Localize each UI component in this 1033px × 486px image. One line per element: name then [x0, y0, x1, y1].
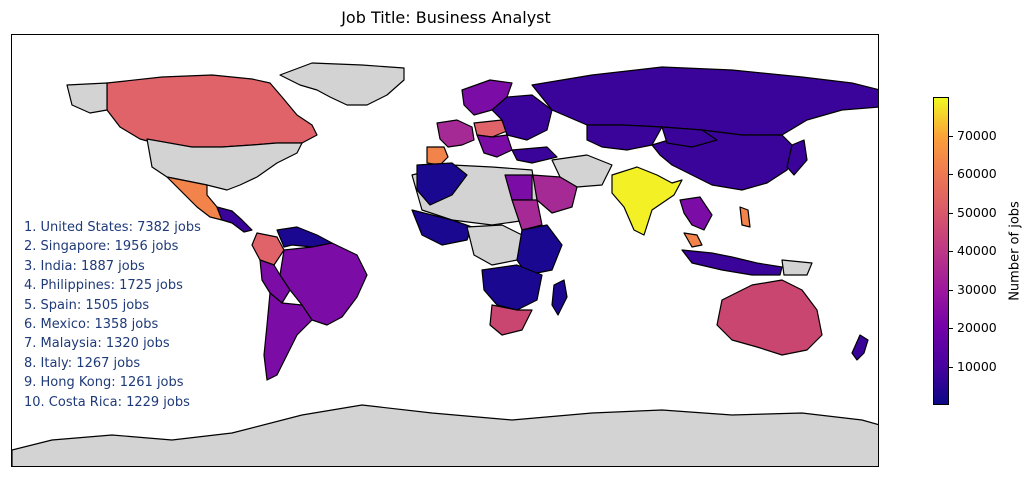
- list-item: 10. Costa Rica: 1229 jobs: [24, 394, 190, 410]
- colorbar-tick-label: 50000: [957, 204, 997, 220]
- list-item: 1. United States: 7382 jobs: [24, 220, 201, 235]
- malaysia: [683, 232, 703, 248]
- world-map: [11, 34, 879, 467]
- list-item: 2. Singapore: 1956 jobs: [24, 239, 179, 255]
- list-item: 3. India: 1887 jobs: [24, 258, 145, 274]
- colorbar: [933, 97, 949, 405]
- colorbar-tick-mark: [949, 328, 953, 329]
- colorbar-tick-mark: [949, 135, 953, 137]
- colorbar-tick-mark: [949, 174, 953, 175]
- colombia: [251, 232, 285, 266]
- southern-africa: [481, 264, 543, 311]
- papua: [781, 259, 813, 276]
- new-zealand: [851, 334, 869, 361]
- morocco-algeria: [416, 162, 468, 206]
- antarctica: [12, 404, 878, 466]
- colorbar-tick-mark: [949, 289, 953, 291]
- list-item: 9. Hong Kong: 1261 jobs: [24, 375, 184, 391]
- turkey: [511, 146, 558, 164]
- chart-title: Job Title: Business Analyst: [341, 8, 551, 27]
- list-item: 4. Philippines: 1725 jobs: [24, 278, 183, 294]
- colorbar-label: Number of jobs: [1007, 201, 1023, 301]
- united-states: [146, 138, 303, 191]
- kazakhstan: [586, 124, 663, 151]
- central-europe: [473, 119, 508, 138]
- italy-balkans: [476, 134, 513, 158]
- list-item: 6. Mexico: 1358 jobs: [24, 316, 159, 332]
- list-item: 5. Spain: 1505 jobs: [24, 297, 150, 313]
- eastern-europe: [491, 94, 553, 141]
- colorbar-tick-label: 10000: [957, 358, 997, 374]
- spain: [426, 146, 449, 166]
- australia: [716, 279, 823, 356]
- greenland: [279, 62, 405, 106]
- venezuela-guyana: [276, 226, 333, 248]
- colorbar-tick-mark: [949, 212, 953, 214]
- india: [611, 166, 683, 236]
- colorbar-tick-label: 70000: [957, 127, 997, 143]
- south-africa: [489, 304, 533, 336]
- west-africa: [411, 209, 473, 246]
- southeast-asia: [679, 196, 713, 231]
- alaska: [66, 82, 108, 114]
- argentina: [263, 292, 313, 381]
- central-america: [216, 206, 253, 233]
- sudan: [511, 199, 543, 231]
- east-africa: [516, 224, 563, 276]
- peru-bolivia: [259, 259, 291, 304]
- canada: [106, 74, 318, 148]
- colorbar-tick-label: 30000: [957, 281, 997, 297]
- mongolia: [661, 126, 718, 148]
- madagascar: [551, 279, 568, 316]
- western-europe: [436, 119, 475, 148]
- list-item: 7. Malaysia: 1320 jobs: [24, 336, 170, 352]
- list-item: 8. Italy: 1267 jobs: [24, 355, 141, 371]
- philippines: [739, 206, 751, 228]
- indonesia: [681, 249, 783, 276]
- colorbar-tick-label: 60000: [957, 166, 997, 181]
- central-africa: [466, 224, 523, 266]
- top-countries-list: 1. United States: 7382 jobs 2. Singapore…: [24, 218, 201, 412]
- colorbar-tick-label: 40000: [957, 243, 997, 258]
- colorbar-tick-mark: [949, 366, 953, 368]
- russia: [531, 66, 878, 136]
- colorbar-tick-mark: [949, 251, 953, 252]
- colorbar-tick-label: 20000: [957, 320, 997, 335]
- japan: [786, 139, 808, 176]
- colorbar-ticks: 10000 20000 30000 40000 50000 60000 70000: [949, 97, 1029, 405]
